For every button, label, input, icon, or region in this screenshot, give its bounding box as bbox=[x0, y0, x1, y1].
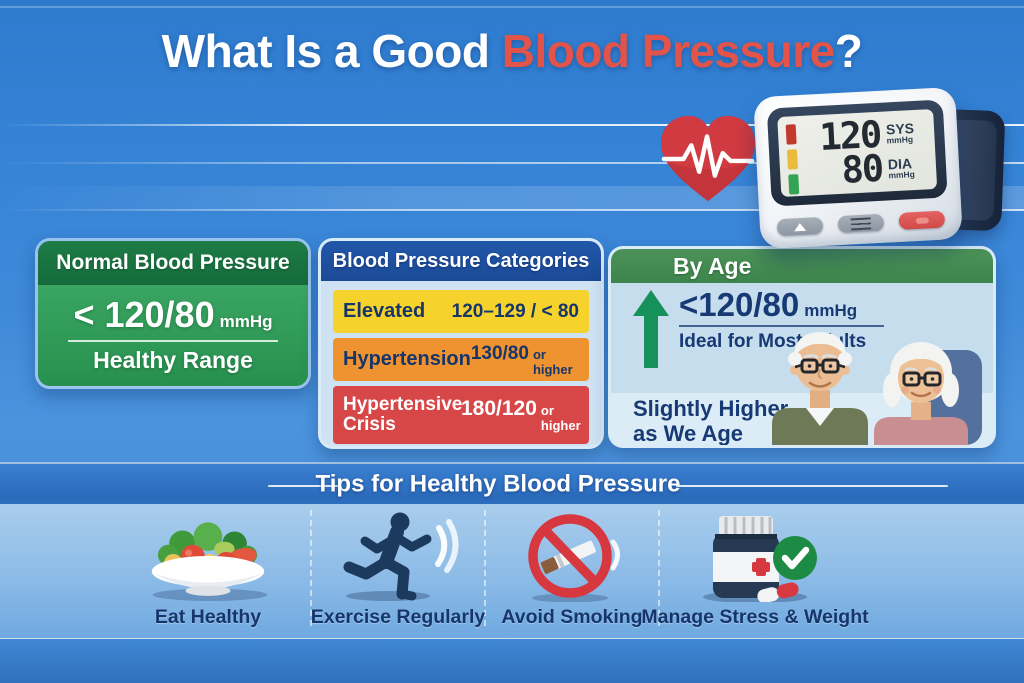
category-suffix: or higher bbox=[540, 403, 581, 433]
categories-rows: Elevated 120–129 / < 80 Hypertension 130… bbox=[321, 281, 601, 444]
triangle-icon bbox=[793, 222, 807, 231]
bp-monitor-display: 120 80 SYS mmHg DIA mmHg bbox=[777, 108, 938, 198]
button-dot bbox=[915, 216, 929, 224]
by-age-note-line2: as We Age bbox=[633, 420, 744, 446]
normal-card-body: < 120/80 mmHg Healthy Range bbox=[38, 285, 308, 386]
background-streak bbox=[0, 6, 1024, 8]
up-arrow-button bbox=[776, 216, 824, 237]
tip-icon-wrap bbox=[133, 506, 283, 602]
tips-separator bbox=[310, 510, 312, 626]
tip-icon-wrap bbox=[336, 506, 460, 602]
tips-separator bbox=[484, 510, 486, 626]
tip-label: Eat Healthy bbox=[154, 606, 262, 628]
by-age-reading: <120/80 mmHg bbox=[679, 288, 884, 321]
divider-line bbox=[679, 325, 884, 327]
tip-manage-stress-weight: Manage Stress & Weight bbox=[641, 506, 869, 629]
by-age-reading-value: <120/80 bbox=[679, 286, 800, 323]
tips-title: Tips for Healthy Blood Pressure bbox=[315, 470, 681, 498]
normal-subtitle: Healthy Range bbox=[93, 347, 253, 373]
category-value-group: 180/120 or higher bbox=[461, 397, 581, 433]
tips-panel: Eat Healthy Exercise Regularly bbox=[0, 504, 1024, 639]
bp-monitor: 120 80 SYS mmHg DIA mmHg bbox=[753, 86, 1006, 250]
salad-bowl-icon bbox=[151, 522, 268, 601]
dia-value: 80 bbox=[840, 146, 884, 192]
tips-header-band: Tips for Healthy Blood Pressure bbox=[0, 462, 1024, 506]
category-value: 120–129 / < 80 bbox=[451, 300, 579, 322]
category-suffix: or higher bbox=[532, 346, 573, 377]
category-label: Hypertension bbox=[343, 348, 471, 370]
tips-separator bbox=[658, 510, 660, 626]
tip-exercise: Exercise Regularly bbox=[310, 506, 486, 629]
title-question-mark: ? bbox=[834, 25, 863, 77]
up-arrow-icon bbox=[633, 290, 669, 368]
categories-card-header: Blood Pressure Categories bbox=[321, 241, 601, 281]
category-value-group: 130/80 or higher bbox=[471, 343, 579, 377]
normal-bp-card: Normal Blood Pressure < 120/80 mmHg Healt… bbox=[35, 238, 311, 389]
by-age-reading-unit: mmHg bbox=[804, 301, 858, 320]
category-row-elevated: Elevated 120–129 / < 80 bbox=[333, 290, 589, 333]
bp-monitor-body: 120 80 SYS mmHg DIA mmHg bbox=[753, 86, 963, 250]
bottom-shade bbox=[0, 637, 1024, 683]
category-value: 180/120 bbox=[461, 397, 537, 420]
category-row-hypertension: Hypertension 130/80 or higher bbox=[333, 338, 589, 381]
tip-icon-wrap bbox=[520, 506, 624, 602]
normal-reading-value: < 120/80 bbox=[73, 294, 215, 335]
by-age-note-line1: Slightly Higher bbox=[633, 396, 789, 421]
bp-categories-card: Blood Pressure Categories Elevated 120–1… bbox=[318, 238, 604, 449]
tip-avoid-smoking: Avoid Smoking bbox=[486, 506, 658, 629]
category-value: 130/80 bbox=[470, 342, 529, 364]
bp-monitor-bezel: 120 80 SYS mmHg DIA mmHg bbox=[766, 99, 948, 207]
lcd-digits: 120 80 bbox=[795, 112, 889, 197]
tip-label: Avoid Smoking bbox=[501, 606, 643, 628]
category-label: Hypertensive Crisis bbox=[343, 394, 463, 435]
divider-line bbox=[67, 340, 279, 342]
by-age-card: By Age <120/80 mmHg Ideal for Most Adults… bbox=[608, 246, 996, 448]
dia-label-group: DIA mmHg bbox=[887, 155, 932, 181]
tip-label: Exercise Regularly bbox=[310, 606, 486, 628]
decorative-line bbox=[676, 485, 948, 487]
normal-card-header: Normal Blood Pressure bbox=[38, 241, 308, 285]
page-title: What Is a Good Blood Pressure? bbox=[0, 24, 1024, 78]
monitor-buttons bbox=[760, 210, 963, 238]
elderly-couple-illustration bbox=[772, 332, 982, 445]
decorative-line bbox=[268, 485, 338, 487]
normal-reading: < 120/80 mmHg bbox=[73, 297, 272, 333]
memory-button bbox=[837, 213, 885, 234]
heart-ecg-icon bbox=[660, 115, 756, 202]
by-age-note: Slightly Higher as We Age bbox=[633, 396, 789, 446]
pill-bottle-check-icon bbox=[703, 516, 817, 602]
tip-label: Manage Stress & Weight bbox=[641, 606, 869, 628]
start-stop-button bbox=[898, 210, 946, 230]
lcd-labels: SYS mmHg DIA mmHg bbox=[885, 109, 937, 191]
category-row-crisis: Hypertensive Crisis 180/120 or higher bbox=[333, 386, 589, 444]
category-value-group: 120–129 / < 80 bbox=[452, 301, 579, 323]
runner-icon bbox=[343, 512, 459, 601]
title-prefix: What Is a Good bbox=[161, 25, 502, 77]
dia-unit: mmHg bbox=[888, 169, 916, 181]
category-label: Elevated bbox=[343, 300, 426, 322]
no-smoking-icon bbox=[528, 514, 620, 602]
menu-lines-icon bbox=[850, 216, 872, 230]
sys-unit: mmHg bbox=[886, 133, 914, 146]
by-age-card-header: By Age bbox=[611, 249, 993, 283]
normal-reading-unit: mmHg bbox=[219, 312, 273, 331]
tip-icon-wrap bbox=[680, 506, 830, 602]
title-highlight: Blood Pressure bbox=[501, 25, 836, 77]
sys-label-group: SYS mmHg bbox=[886, 120, 931, 146]
tip-eat-healthy: Eat Healthy bbox=[110, 506, 306, 629]
